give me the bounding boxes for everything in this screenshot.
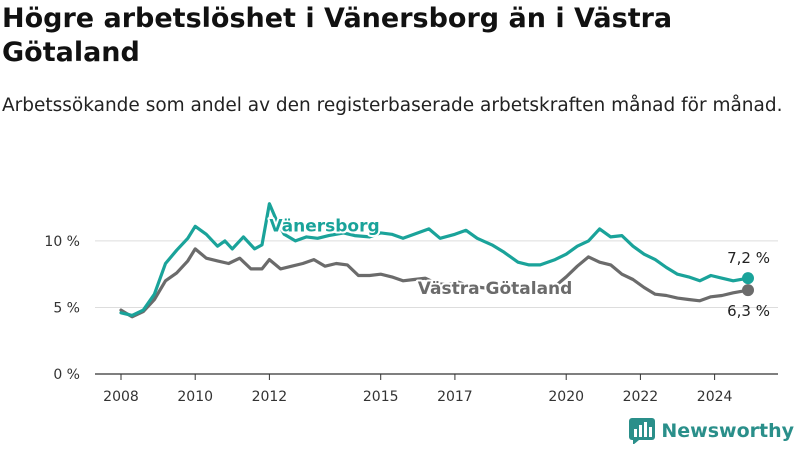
bar-chart-logo-icon bbox=[629, 418, 656, 444]
end-point-vastra_gotaland bbox=[742, 284, 754, 297]
y-tick-label: 10 % bbox=[44, 234, 80, 250]
x-tick-label: 2020 bbox=[548, 389, 584, 405]
x-tick-label: 2017 bbox=[437, 389, 473, 405]
end-point-vanersborg bbox=[742, 272, 754, 285]
end-value-label-vastra_gotaland: 6,3 % bbox=[727, 302, 770, 320]
x-tick-label: 2015 bbox=[363, 389, 399, 405]
y-tick-label: 0 % bbox=[53, 367, 80, 383]
end-value-label-vanersborg: 7,2 % bbox=[727, 249, 770, 267]
series-line-vastra_gotaland bbox=[119, 247, 750, 319]
chart-title: Högre arbetslöshet i Vänersborg än i Väs… bbox=[2, 3, 673, 68]
x-tick-label: 2024 bbox=[697, 389, 733, 405]
brand-name: Newsworthy bbox=[661, 420, 794, 442]
x-tick-label: 2022 bbox=[623, 389, 659, 405]
x-tick-label: 2008 bbox=[103, 389, 139, 405]
brand-logo: Newsworthy bbox=[629, 418, 794, 444]
x-tick-label: 2012 bbox=[252, 389, 288, 405]
chart-subtitle: Arbetssökande som andel av den registerb… bbox=[2, 95, 783, 116]
x-tick-label: 2010 bbox=[177, 389, 213, 405]
series-label-vanersborg: Vänersborg bbox=[269, 217, 379, 237]
series-label-vastra_gotaland: Västra Götaland bbox=[418, 279, 573, 299]
y-tick-label: 5 % bbox=[53, 300, 80, 316]
series-line-vanersborg bbox=[119, 202, 750, 317]
